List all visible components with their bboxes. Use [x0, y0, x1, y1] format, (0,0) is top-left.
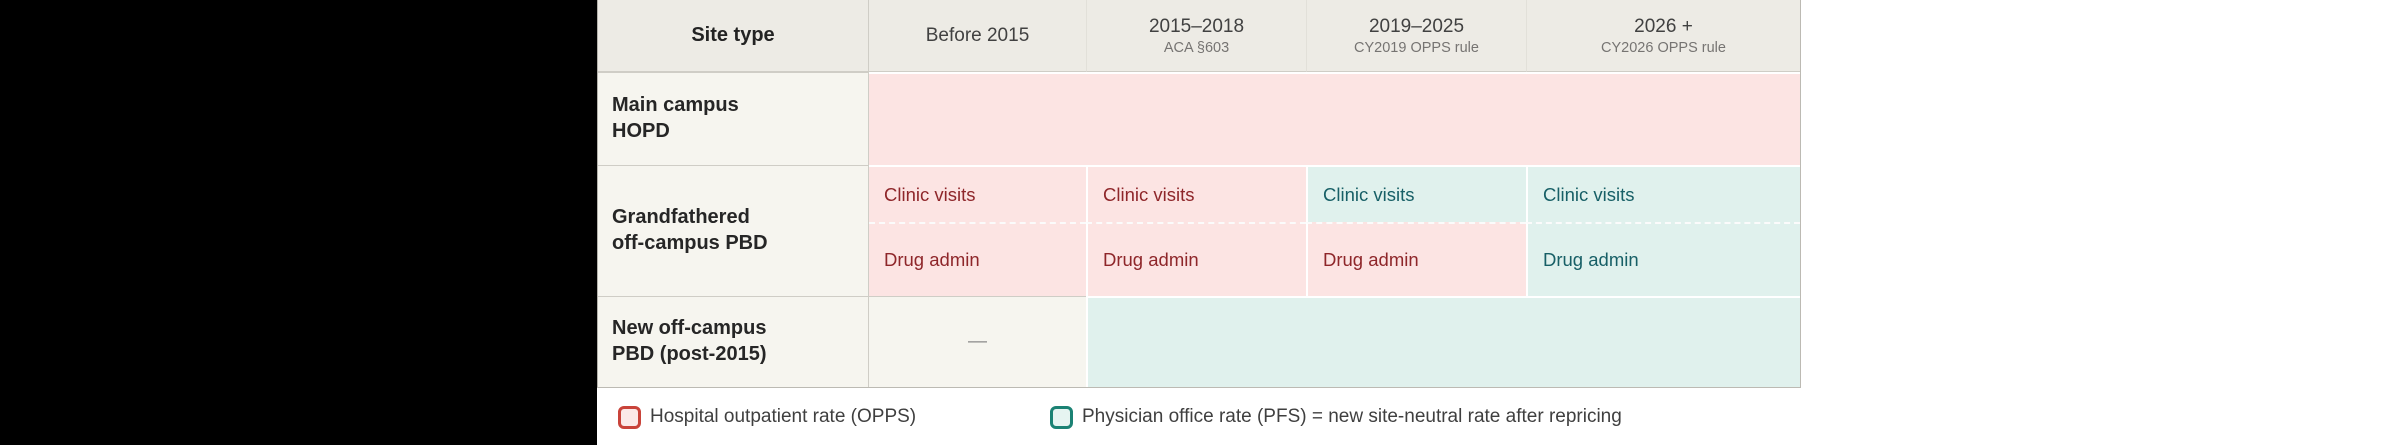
col-header-2015-2018-rule: ACA §603 [1163, 39, 1230, 56]
cell-grandfathered-clinic-before-2015: Clinic visits [869, 165, 1086, 222]
site-type-header: Site type [598, 0, 869, 72]
col-header-2015-2018-era: 2015–2018 [1148, 15, 1245, 37]
left-letterbox [0, 0, 597, 445]
cell-grandfathered-clinic-2026-plus: Clinic visits [1526, 165, 1800, 222]
policy-table-grid: Site type Before 2015 2015–2018 ACA §603… [598, 0, 1800, 387]
col-header-2026-plus: 2026 + CY2026 OPPS rule [1526, 0, 1800, 72]
legend-item-opps: Hospital outpatient rate (OPPS) [618, 389, 916, 445]
figure-panel: Site type Before 2015 2015–2018 ACA §603… [597, 0, 2400, 445]
opps-rate-swatch-icon [618, 405, 641, 429]
cell-new-pbd-2015-onward-pfs [1086, 296, 1800, 387]
row-label-grandfathered-pbd: Grandfathered off-campus PBD [598, 165, 869, 296]
row-label-main-campus-hopd: Main campus HOPD [598, 72, 869, 165]
policy-table: Site type Before 2015 2015–2018 ACA §603… [597, 0, 1801, 388]
col-header-before-2015-era: Before 2015 [925, 24, 1030, 46]
cell-grandfathered-drug-before-2015: Drug admin [869, 222, 1086, 296]
cell-main-campus-all-periods-opps [869, 72, 1800, 165]
site-type-header-label: Site type [691, 24, 775, 46]
col-header-before-2015: Before 2015 [869, 0, 1086, 72]
col-header-2026-plus-rule: CY2026 OPPS rule [1601, 39, 1726, 56]
legend-pfs-label: Physician office rate (PFS) = new site-n… [1082, 406, 1622, 427]
legend-item-pfs: Physician office rate (PFS) = new site-n… [1050, 389, 1622, 445]
legend: Hospital outpatient rate (OPPS) Physicia… [597, 389, 2400, 445]
pfs-rate-swatch-icon [1050, 405, 1073, 429]
cell-new-pbd-before-2015-dash: — [869, 296, 1086, 387]
col-header-2015-2018: 2015–2018 ACA §603 [1086, 0, 1306, 72]
col-header-2026-plus-era: 2026 + [1634, 15, 1693, 37]
row-label-new-pbd: New off-campus PBD (post-2015) [598, 296, 869, 387]
col-header-2019-2025-era: 2019–2025 [1368, 15, 1465, 37]
cell-grandfathered-drug-2026-plus: Drug admin [1526, 222, 1800, 296]
cell-grandfathered-clinic-2015-2018: Clinic visits [1086, 165, 1306, 222]
legend-opps-label: Hospital outpatient rate (OPPS) [650, 406, 917, 427]
cell-grandfathered-drug-2019-2025: Drug admin [1306, 222, 1526, 296]
col-header-2019-2025: 2019–2025 CY2019 OPPS rule [1306, 0, 1526, 72]
col-header-2019-2025-rule: CY2019 OPPS rule [1354, 39, 1479, 56]
cell-grandfathered-drug-2015-2018: Drug admin [1086, 222, 1306, 296]
cell-grandfathered-clinic-2019-2025: Clinic visits [1306, 165, 1526, 222]
